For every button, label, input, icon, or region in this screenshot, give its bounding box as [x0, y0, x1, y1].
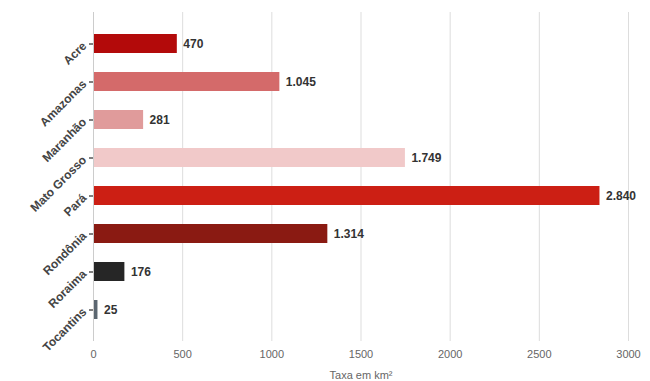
svg-text:1.314: 1.314: [334, 227, 364, 241]
svg-text:25: 25: [104, 303, 118, 317]
svg-text:2000: 2000: [438, 348, 462, 360]
svg-text:500: 500: [173, 348, 191, 360]
svg-text:3000: 3000: [616, 348, 640, 360]
svg-text:Rondônia: Rondônia: [40, 228, 90, 278]
svg-text:Amazonas: Amazonas: [37, 76, 90, 130]
svg-text:2500: 2500: [527, 348, 551, 360]
svg-text:1.749: 1.749: [411, 151, 441, 165]
svg-text:Mato Grosso: Mato Grosso: [27, 152, 90, 215]
svg-text:Tocantins: Tocantins: [40, 305, 90, 355]
svg-text:Pará: Pará: [61, 191, 90, 220]
svg-text:1.045: 1.045: [286, 75, 316, 89]
svg-text:281: 281: [150, 113, 170, 127]
svg-text:176: 176: [131, 265, 151, 279]
svg-text:Maranhão: Maranhão: [39, 114, 90, 165]
svg-text:2.840: 2.840: [606, 189, 636, 203]
svg-text:Acre: Acre: [61, 39, 90, 68]
svg-text:1500: 1500: [349, 348, 373, 360]
svg-text:0: 0: [90, 348, 96, 360]
svg-text:1000: 1000: [260, 348, 284, 360]
svg-text:Roraima: Roraima: [45, 267, 89, 311]
svg-text:Taxa em km²: Taxa em km²: [330, 369, 393, 381]
svg-text:470: 470: [183, 37, 203, 51]
